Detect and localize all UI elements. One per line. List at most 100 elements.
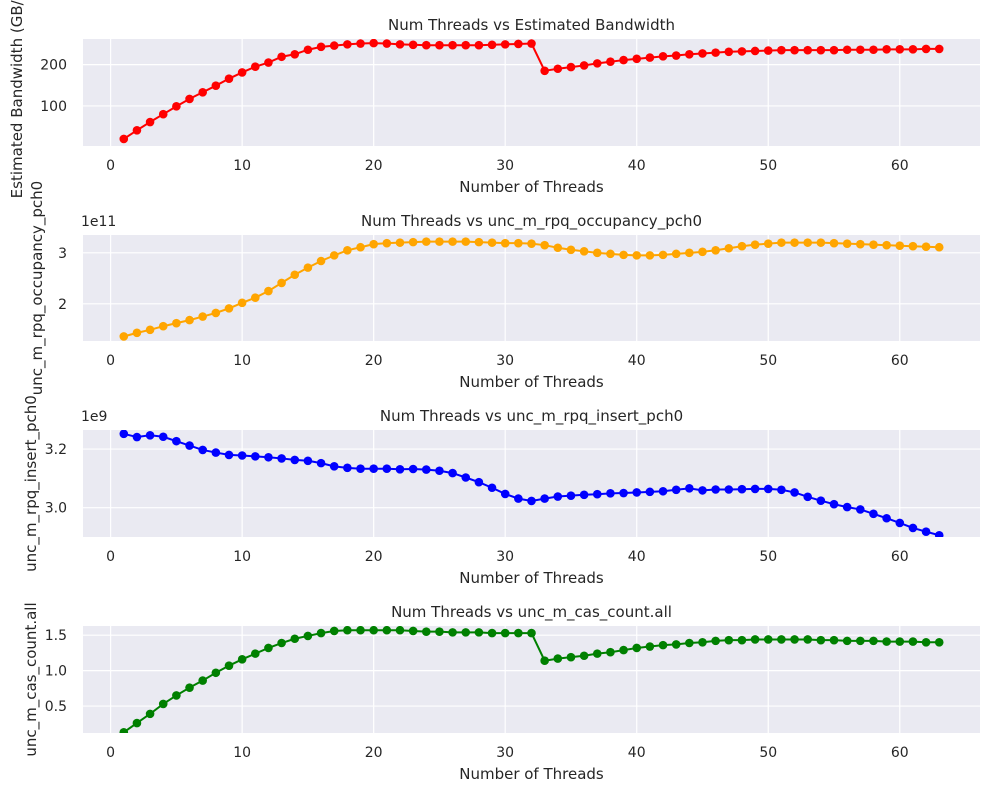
data-point bbox=[356, 242, 365, 252]
data-point bbox=[500, 489, 510, 499]
data-point bbox=[816, 45, 826, 55]
data-point bbox=[724, 635, 734, 645]
data-point bbox=[395, 238, 405, 247]
data-point bbox=[277, 638, 286, 648]
data-point bbox=[908, 45, 918, 54]
data-point bbox=[711, 245, 720, 255]
x-tick-label: 40 bbox=[628, 353, 646, 369]
data-point bbox=[343, 463, 352, 473]
data-point bbox=[829, 238, 839, 248]
x-tick-label: 0 bbox=[106, 158, 115, 174]
data-point bbox=[698, 637, 707, 647]
data-point bbox=[777, 635, 786, 644]
data-point bbox=[842, 239, 852, 248]
data-point bbox=[277, 454, 286, 463]
x-axis-label: Number of Threads bbox=[459, 765, 604, 783]
data-point bbox=[435, 466, 444, 476]
subplot-4: 0 10 20 30 40 50 60 0.5 1.0 1.5 Num Threads vs unc… bbox=[22, 602, 980, 783]
data-point bbox=[777, 485, 786, 495]
data-point bbox=[500, 40, 510, 49]
data-point bbox=[264, 643, 273, 653]
data-point bbox=[829, 45, 839, 55]
data-point bbox=[553, 492, 563, 501]
x-tick-label: 60 bbox=[891, 549, 909, 565]
data-point bbox=[250, 452, 260, 461]
data-point bbox=[724, 243, 734, 253]
data-point bbox=[658, 640, 668, 650]
data-point bbox=[461, 237, 471, 246]
series bbox=[119, 626, 944, 733]
series bbox=[119, 430, 944, 537]
data-point bbox=[816, 496, 826, 505]
data-point bbox=[685, 49, 694, 59]
data-point bbox=[343, 40, 352, 49]
data-point bbox=[514, 494, 523, 503]
data-point bbox=[395, 40, 405, 49]
data-point bbox=[316, 256, 326, 266]
data-point bbox=[698, 49, 707, 58]
data-point bbox=[329, 626, 339, 636]
data-point bbox=[435, 237, 444, 246]
data-point bbox=[869, 509, 878, 519]
data-point bbox=[500, 238, 510, 248]
data-point bbox=[803, 635, 813, 644]
data-point bbox=[934, 242, 944, 252]
y-offset-label: 1e9 bbox=[81, 409, 107, 425]
data-point bbox=[921, 637, 931, 647]
data-point bbox=[685, 638, 694, 648]
data-point bbox=[172, 102, 181, 111]
data-point bbox=[421, 40, 431, 50]
data-point bbox=[685, 484, 694, 493]
data-point bbox=[934, 44, 944, 54]
data-point bbox=[842, 636, 852, 646]
data-point bbox=[698, 486, 707, 495]
x-tick-label: 20 bbox=[365, 549, 383, 565]
data-point bbox=[395, 464, 405, 474]
data-point bbox=[277, 278, 286, 288]
x-tick-label: 20 bbox=[365, 745, 383, 761]
data-point bbox=[211, 308, 221, 318]
x-tick-label: 30 bbox=[496, 353, 514, 369]
data-point bbox=[803, 238, 813, 247]
data-point bbox=[527, 239, 536, 248]
data-point bbox=[250, 649, 260, 658]
data-point bbox=[343, 626, 352, 635]
data-point bbox=[606, 249, 615, 259]
data-point bbox=[395, 626, 405, 635]
data-point bbox=[527, 496, 536, 506]
data-point bbox=[211, 81, 221, 90]
data-point bbox=[869, 240, 878, 249]
data-point bbox=[132, 432, 142, 442]
data-point bbox=[566, 245, 576, 255]
data-point bbox=[816, 635, 826, 645]
plot-area bbox=[83, 39, 980, 146]
data-point bbox=[671, 640, 681, 649]
x-tick-label: 60 bbox=[891, 745, 909, 761]
data-point bbox=[737, 241, 747, 251]
data-point bbox=[303, 263, 313, 272]
data-point bbox=[448, 628, 457, 637]
data-point bbox=[619, 645, 628, 655]
data-point bbox=[763, 484, 773, 494]
data-point bbox=[829, 499, 839, 509]
data-point bbox=[829, 635, 839, 645]
data-point bbox=[369, 39, 378, 48]
data-point bbox=[671, 485, 681, 495]
subplot-3: 0 10 20 30 40 50 60 3.0 3.2 Num Threads vs unc_m_… bbox=[22, 395, 980, 587]
data-point bbox=[158, 109, 168, 119]
data-point bbox=[540, 494, 549, 503]
data-point bbox=[619, 55, 628, 65]
data-point bbox=[790, 45, 799, 55]
data-point bbox=[277, 52, 286, 62]
data-point bbox=[632, 488, 642, 497]
data-point bbox=[856, 45, 865, 55]
x-tick-label: 40 bbox=[628, 745, 646, 761]
data-point bbox=[698, 247, 707, 257]
data-point bbox=[369, 464, 378, 473]
data-point bbox=[619, 250, 628, 260]
data-point bbox=[895, 518, 905, 528]
data-point bbox=[185, 94, 194, 104]
data-point bbox=[606, 57, 615, 67]
data-point bbox=[790, 635, 799, 644]
